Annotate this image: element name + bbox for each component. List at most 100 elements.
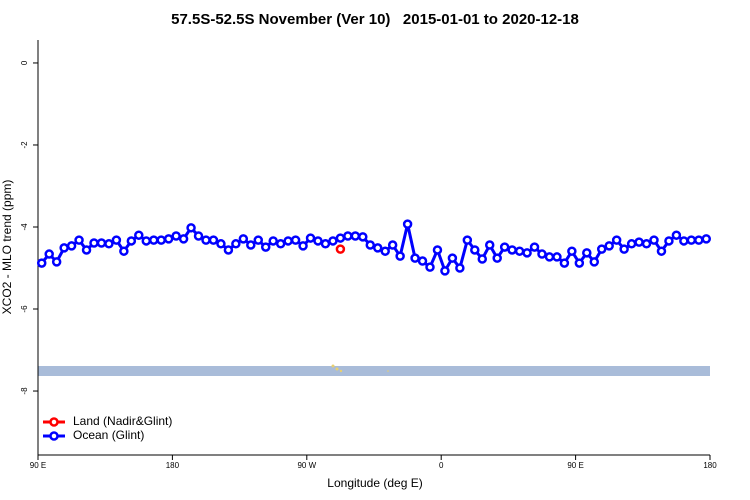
data-point [544, 252, 555, 262]
x-axis-label: Longitude (deg E) [327, 476, 422, 490]
data-point [208, 235, 219, 245]
data-point [686, 235, 697, 245]
data-point [432, 245, 443, 255]
legend-label: Ocean (Glint) [73, 428, 144, 442]
data-point [156, 235, 166, 245]
data-point [574, 258, 585, 268]
y-tick-label: -6 [20, 305, 29, 313]
land-speck [339, 369, 343, 373]
data-point [134, 230, 144, 240]
data-point [44, 249, 54, 259]
data-point [484, 240, 495, 250]
data-point [193, 231, 204, 241]
data-point [694, 235, 704, 245]
data-point [552, 252, 562, 262]
x-tick-label: 0 [439, 461, 444, 470]
data-point [641, 239, 652, 249]
data-point [425, 262, 435, 272]
data-point [283, 236, 293, 246]
data-point [492, 253, 502, 263]
data-point [537, 249, 547, 259]
data-point [216, 239, 226, 249]
y-tick-label: -2 [20, 141, 29, 149]
legend-marker [49, 431, 59, 441]
x-tick-label: 90 W [297, 461, 316, 470]
data-point [514, 246, 525, 256]
data-point [328, 236, 338, 246]
data-point [74, 235, 84, 245]
data-point [104, 239, 114, 249]
data-point [522, 248, 532, 258]
data-point [335, 244, 346, 254]
data-point [238, 234, 249, 244]
data-point [358, 232, 368, 242]
data-point [664, 236, 674, 246]
data-point [260, 242, 271, 252]
data-point [455, 263, 465, 273]
map-strip [38, 366, 710, 376]
data-point [320, 239, 331, 249]
data-point [201, 235, 211, 245]
data-point [671, 230, 682, 240]
x-tick-label: 180 [703, 461, 717, 470]
data-point [36, 258, 47, 268]
data-point [567, 246, 577, 256]
data-point [313, 236, 323, 246]
data-point [395, 251, 405, 261]
data-point [604, 241, 614, 251]
data-point [343, 231, 353, 241]
data-point [89, 238, 99, 248]
data-point [447, 253, 458, 263]
data-point [380, 246, 390, 256]
y-tick-label: -8 [20, 387, 29, 395]
data-point [171, 231, 181, 241]
land-speck [335, 367, 339, 371]
data-point [246, 240, 256, 250]
data-point [372, 243, 383, 253]
data-point [596, 244, 607, 254]
data-point [141, 236, 152, 246]
data-point [81, 245, 92, 255]
land-speck [331, 364, 335, 368]
data-point [178, 234, 189, 244]
legend-label: Land (Nadir&Glint) [73, 414, 172, 428]
data-point [701, 234, 712, 244]
data-point [679, 236, 689, 246]
data-point [365, 240, 376, 250]
data-point [387, 240, 398, 250]
data-point [223, 245, 234, 255]
data-point [298, 241, 308, 251]
data-point [126, 236, 137, 246]
data-point [477, 254, 488, 264]
data-point [231, 239, 241, 249]
data-point [402, 219, 413, 229]
data-point [626, 239, 637, 249]
y-tick-label: -4 [20, 223, 29, 231]
data-point [268, 236, 278, 246]
x-tick-label: 180 [166, 461, 180, 470]
data-point [51, 257, 62, 267]
data-point [582, 248, 592, 258]
data-point [290, 235, 301, 245]
data-point [440, 266, 450, 276]
data-point [529, 242, 540, 252]
data-point [634, 237, 644, 247]
data-point [417, 256, 428, 266]
data-point [111, 235, 122, 245]
data-point [350, 231, 361, 241]
data-point [559, 258, 570, 268]
data-point [649, 235, 659, 245]
legend-marker [49, 417, 59, 427]
data-point [499, 242, 510, 252]
data-point [656, 246, 667, 256]
x-tick-label: 90 E [567, 461, 583, 470]
data-point [119, 246, 129, 256]
x-tick-label: 90 E [30, 461, 46, 470]
data-point [253, 235, 264, 245]
data-point [59, 243, 69, 253]
y-tick-label: 0 [20, 60, 29, 65]
data-point [470, 245, 480, 255]
data-point [96, 238, 107, 248]
data-point [66, 241, 77, 251]
